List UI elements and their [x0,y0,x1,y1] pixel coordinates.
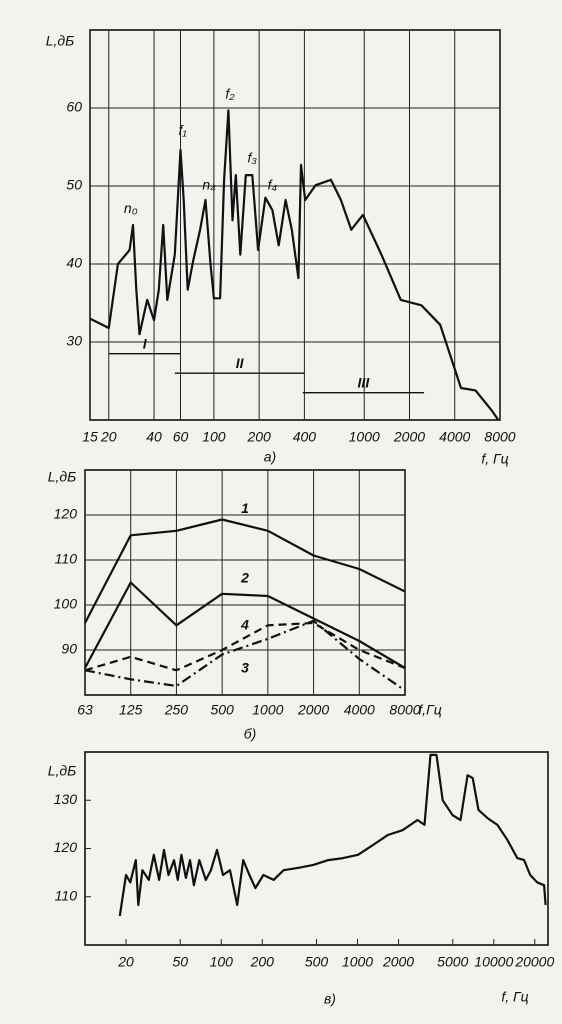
y-tick-label: 100 [54,596,78,612]
y-axis-label: L,дБ [46,33,75,49]
x-tick-label: 100 [210,954,234,970]
x-tick-label: 60 [173,429,189,445]
series-line [84,581,406,669]
series-label: 2 [240,570,249,586]
x-tick-label: 500 [210,702,234,718]
y-tick-label: 120 [54,839,78,855]
x-tick-label: 8000 [389,702,420,718]
x-tick-label: 20 [117,954,134,970]
plot-frame [89,29,501,421]
x-axis-label: f, Гц [501,989,528,1005]
x-tick-label: 100 [202,429,226,445]
x-tick-label: 20000 [514,954,554,970]
series-label: 1 [241,500,249,516]
x-tick-label: 125 [119,702,143,718]
y-tick-label: 90 [61,641,77,657]
x-axis-label: f,Гц [418,702,441,718]
y-tick-label: 120 [54,506,78,522]
chart-title: а) [264,449,276,465]
x-axis-label: f, Гц [481,451,508,467]
series-label: II [236,355,245,371]
plot-frame [84,751,549,946]
x-tick-label: 10000 [474,954,513,970]
series-line [84,518,406,624]
annotation: f₂ [225,85,235,101]
x-tick-label: 200 [246,429,271,445]
x-tick-label: 1000 [349,429,380,445]
x-tick-label: 8000 [484,429,515,445]
y-tick-label: 40 [66,255,82,271]
series-line [84,619,406,692]
y-tick-label: 110 [55,551,78,567]
x-tick-label: 1000 [252,702,283,718]
series-label: I [143,335,148,351]
x-tick-label: 200 [250,954,275,970]
x-tick-label: 2000 [393,429,425,445]
x-tick-label: 400 [293,429,317,445]
y-axis-label: L,дБ [48,763,77,779]
x-tick-label: 2000 [297,702,329,718]
x-tick-label: 4000 [439,429,470,445]
x-tick-label: 20 [100,429,117,445]
annotation: n₄ [202,177,216,193]
x-tick-label: 500 [305,954,329,970]
annotation: n₀ [124,200,138,216]
y-tick-label: 130 [54,791,78,807]
x-tick-label: 40 [146,429,162,445]
y-tick-label: 110 [55,887,78,903]
y-tick-label: 50 [66,177,82,193]
chart-title: в) [324,991,336,1007]
x-tick-label: 50 [172,954,188,970]
annotation: f₄ [268,177,278,193]
x-tick-label: 63 [77,702,93,718]
y-axis-label: L,дБ [48,469,77,485]
series-label: 3 [241,659,249,675]
x-tick-label: 4000 [344,702,375,718]
x-tick-label: 15 [82,429,98,445]
series-label: III [358,374,371,390]
x-tick-label: 250 [164,702,189,718]
x-tick-label: 5000 [437,954,468,970]
series-line [118,753,547,917]
y-tick-label: 60 [66,99,82,115]
series-line [89,109,500,421]
annotation: f₁ [179,122,188,138]
annotation: f₃ [248,149,258,165]
x-tick-label: 2000 [382,954,414,970]
chart-title: б) [244,726,257,742]
y-tick-label: 30 [66,333,82,349]
x-tick-label: 1000 [342,954,373,970]
series-label: 4 [240,616,249,632]
series-line [84,621,406,672]
